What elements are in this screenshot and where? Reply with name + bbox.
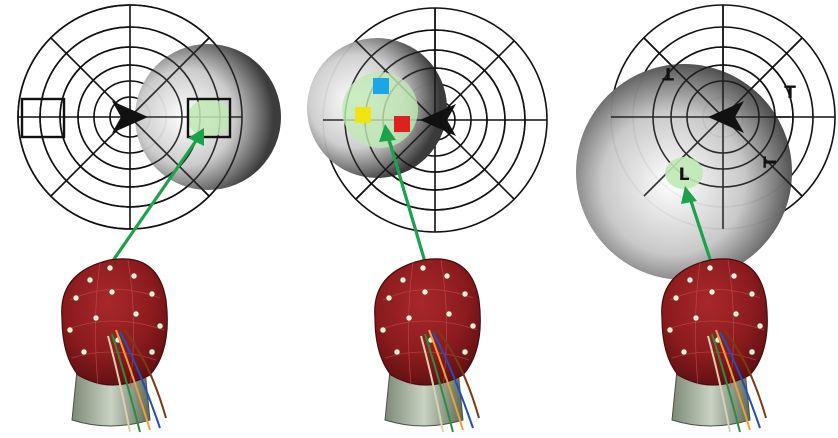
eeg-cap-icon — [660, 257, 769, 433]
eeg-cap-icon — [373, 257, 482, 433]
arrowhead-icon — [420, 104, 456, 136]
stimulus-letter-t-2: T — [784, 83, 796, 103]
polar-grid-1-overlay — [17, 4, 243, 230]
stimulus-letter-l: L — [679, 165, 690, 185]
green-arrow-3 — [681, 186, 713, 263]
panel-1 — [17, 4, 281, 263]
arrowhead-icon — [112, 101, 148, 133]
stimulus-letter-t-1: T — [662, 63, 674, 83]
eeg-cap-icon — [61, 258, 168, 433]
panel-2 — [307, 7, 548, 263]
green-arrow-1 — [110, 128, 204, 263]
attention-focus-3 — [665, 157, 703, 189]
stimulus-square-red — [394, 116, 410, 132]
green-arrow-2 — [379, 124, 427, 263]
stimulus-square-left — [20, 97, 66, 139]
attention-focus-1 — [187, 99, 231, 137]
stimulus-square-yellow — [355, 107, 371, 123]
panel-3: T T T L — [576, 4, 836, 280]
arrowhead-icon — [708, 101, 744, 133]
stimulus-square-right — [186, 97, 232, 139]
stimulus-letter-t-3: T — [761, 156, 781, 168]
stimulus-square-blue — [373, 78, 389, 94]
